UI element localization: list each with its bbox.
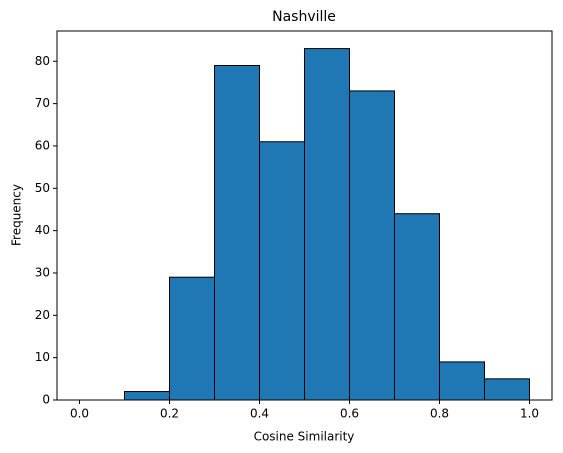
y-tick-label: 50: [35, 181, 50, 195]
bar: [349, 90, 395, 401]
x-tick-label: 0.4: [250, 407, 269, 421]
y-tick-label: 70: [35, 96, 50, 110]
y-axis-label: Frequency: [10, 184, 24, 246]
y-tick-label: 40: [35, 223, 50, 237]
bar: [394, 213, 440, 401]
bar: [304, 48, 350, 401]
chart-title: Nashville: [272, 9, 336, 25]
bar: [439, 361, 485, 401]
x-tick-label: 0.0: [70, 407, 89, 421]
x-tick-label: 0.8: [430, 407, 449, 421]
bar: [484, 378, 530, 401]
y-tick-label: 0: [42, 393, 50, 407]
x-tick-label: 1.0: [520, 407, 539, 421]
bar: [259, 141, 305, 401]
y-tick-label: 60: [35, 138, 50, 152]
bar: [214, 65, 260, 401]
bar: [124, 391, 170, 401]
y-tick-label: 20: [35, 308, 50, 322]
y-tick-label: 30: [35, 265, 50, 279]
x-tick-label: 0.6: [340, 407, 359, 421]
x-tick-label: 0.2: [160, 407, 179, 421]
plot-frame: [56, 30, 553, 401]
y-tick-label: 80: [35, 54, 50, 68]
bar: [169, 276, 215, 401]
y-tick-label: 10: [35, 350, 50, 364]
x-axis-label: Cosine Similarity: [254, 430, 355, 444]
